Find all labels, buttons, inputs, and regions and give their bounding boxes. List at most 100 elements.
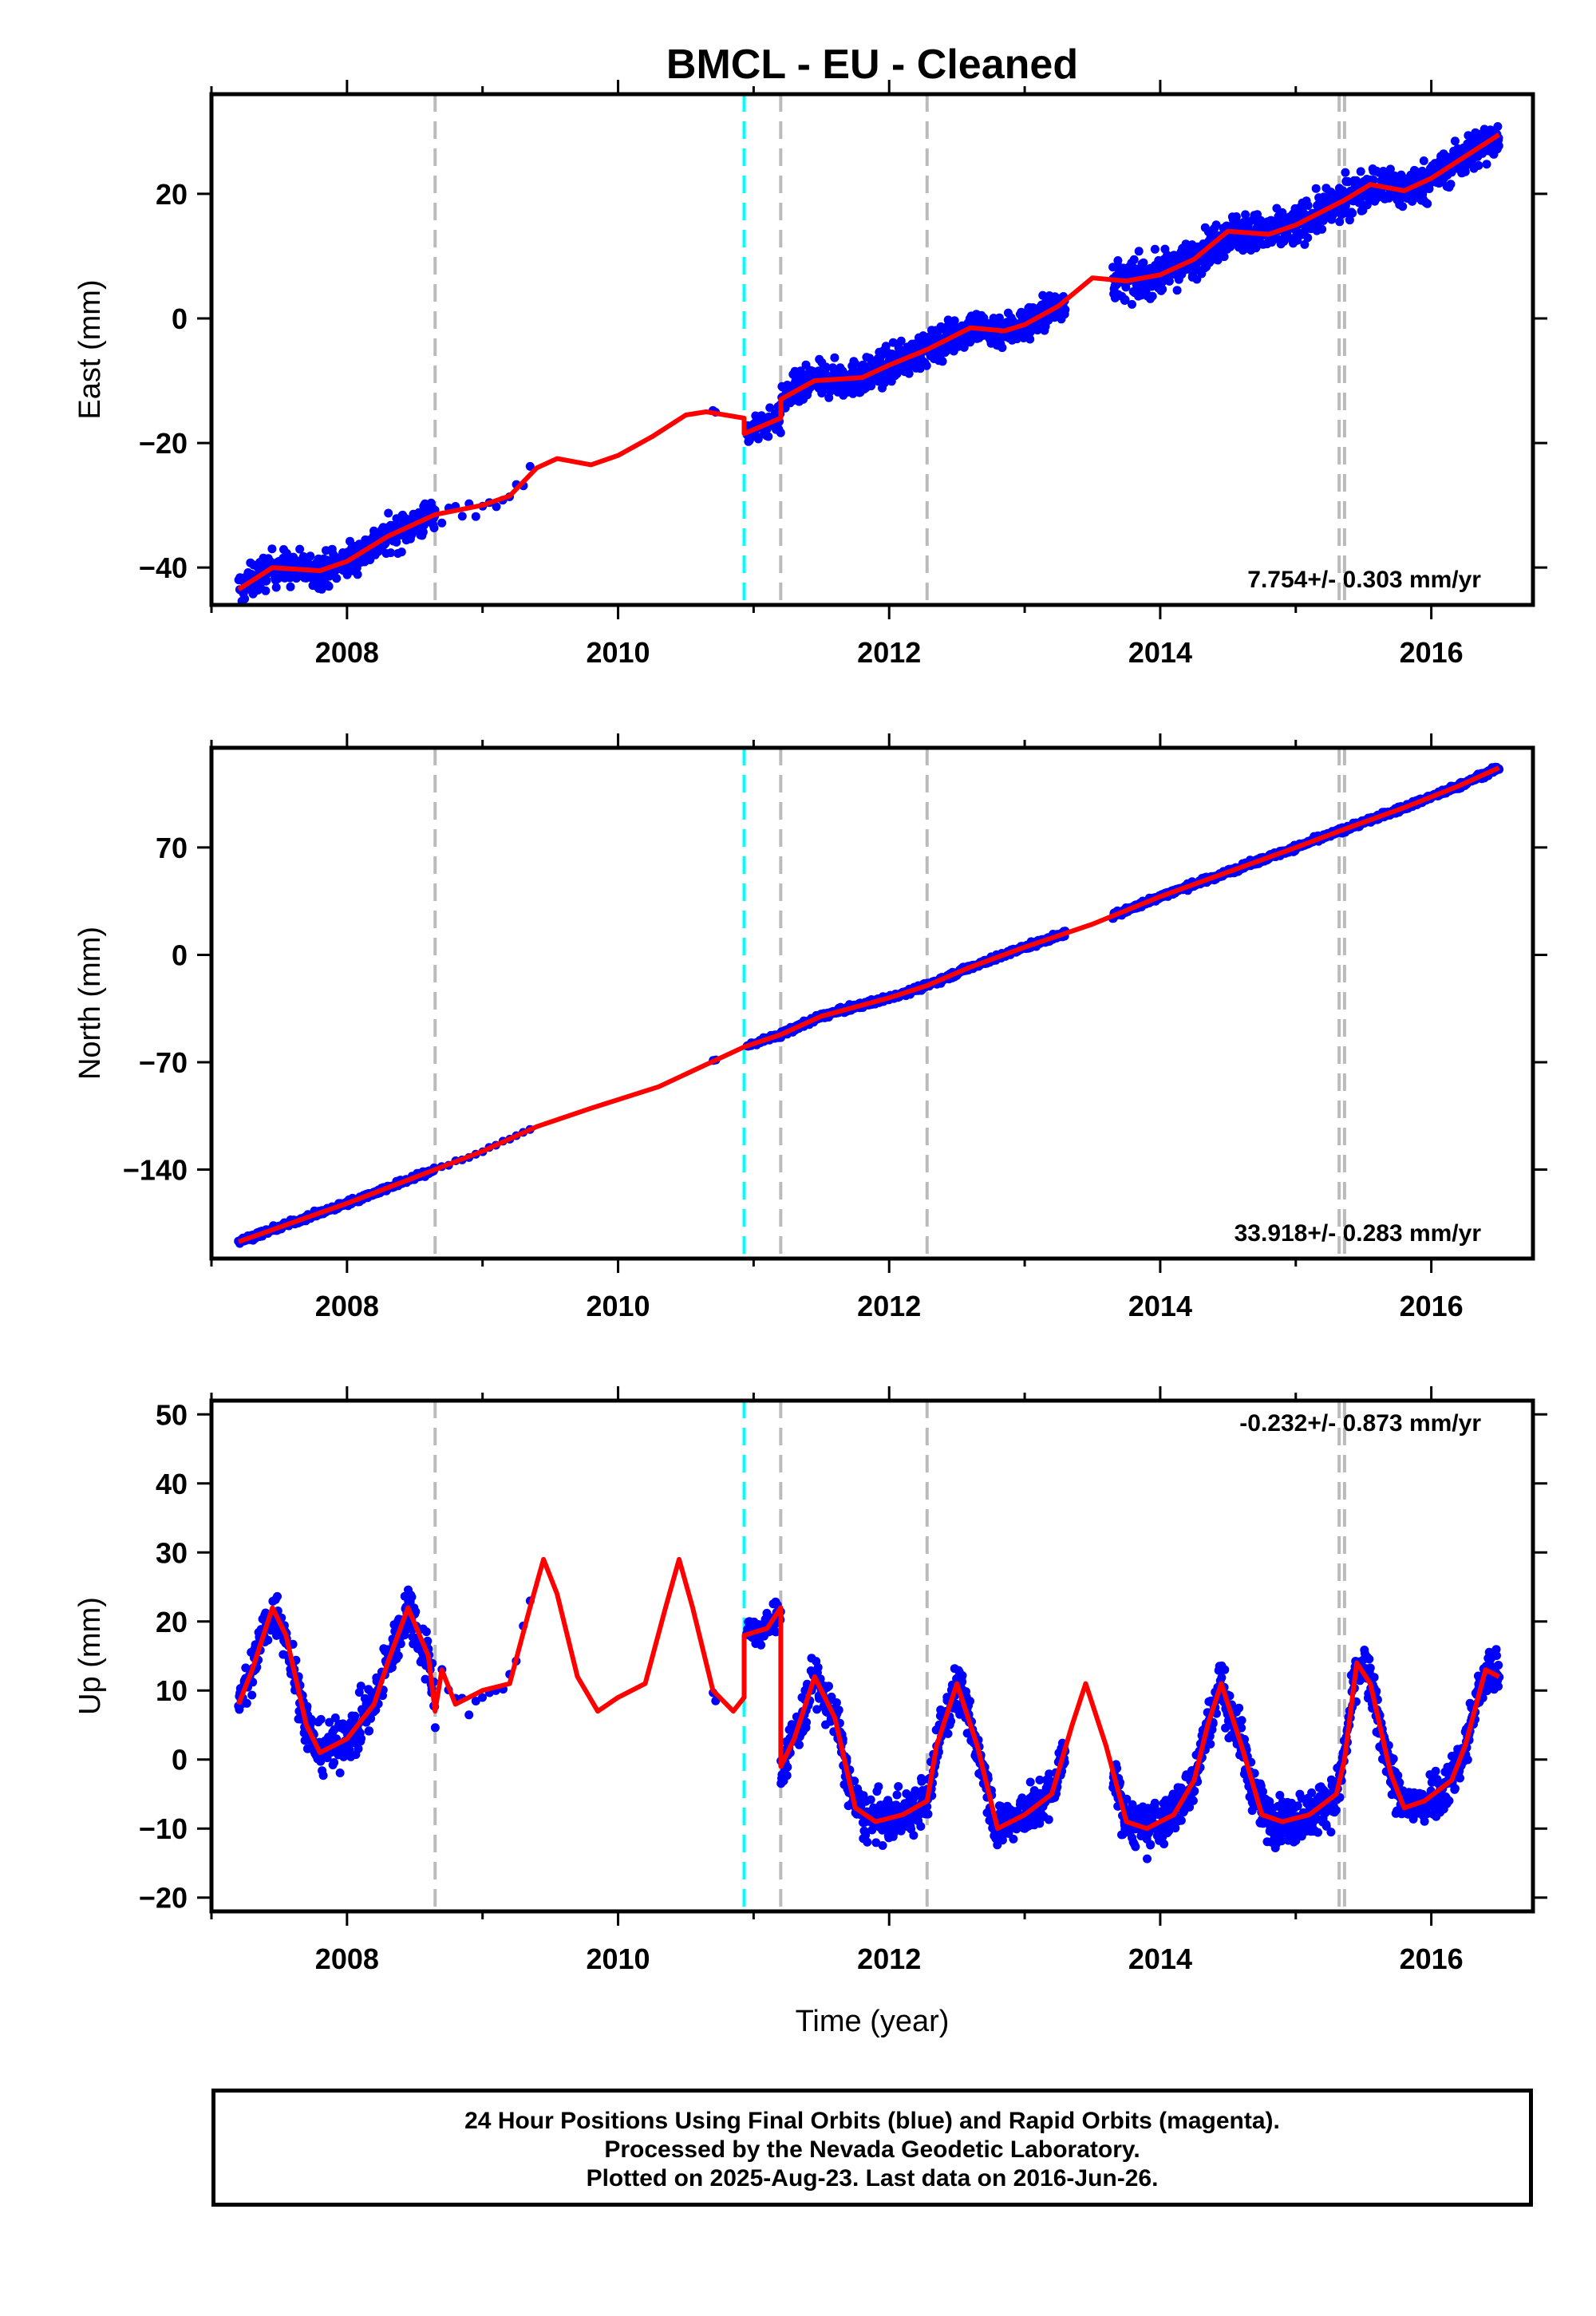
data-point (922, 361, 931, 370)
data-point (1134, 247, 1144, 256)
data-point (938, 357, 947, 366)
data-point (904, 369, 914, 378)
data-point (1061, 305, 1070, 314)
y-tick-label: 70 (156, 832, 188, 864)
data-point (998, 343, 1007, 353)
data-point (407, 1592, 417, 1602)
data-point (396, 1639, 405, 1649)
data-point (1450, 136, 1460, 146)
data-point (851, 359, 860, 369)
data-point (354, 1744, 363, 1753)
data-point (306, 1714, 316, 1724)
data-point (271, 583, 281, 592)
data-point (1408, 196, 1417, 206)
data-point (764, 432, 773, 441)
data-point (861, 1830, 871, 1840)
data-point (1341, 168, 1350, 177)
data-point (421, 1674, 430, 1684)
data-point (1494, 141, 1503, 151)
data-point (464, 1710, 474, 1720)
data-point (1369, 176, 1378, 184)
data-point (335, 1769, 345, 1777)
y-axis-label: East (mm) (73, 279, 107, 419)
model-fit-line (237, 765, 1500, 1244)
x-tick-label: 2016 (1400, 1290, 1464, 1322)
data-point (1241, 210, 1250, 219)
data-point (765, 403, 775, 413)
data-point (318, 1771, 328, 1780)
y-tick-label: −20 (139, 427, 188, 460)
x-tick-label: 2016 (1400, 636, 1464, 669)
data-point (1419, 156, 1428, 165)
data-point (946, 1717, 956, 1726)
y-tick-label: −140 (123, 1154, 188, 1187)
data-point (865, 354, 875, 363)
data-point (896, 336, 906, 346)
data-point (261, 586, 271, 595)
data-point (866, 1795, 875, 1804)
data-point (1148, 291, 1157, 301)
data-point (247, 1690, 257, 1700)
data-point (918, 1775, 927, 1784)
data-point (365, 1726, 374, 1736)
x-tick-label: 2012 (857, 636, 921, 669)
data-point (1120, 295, 1130, 304)
data-point (393, 1651, 403, 1661)
data-point (1311, 184, 1321, 193)
observations (234, 1585, 1504, 1863)
model-fit-line (237, 132, 1501, 592)
data-point (830, 353, 839, 362)
data-point (850, 1777, 859, 1786)
data-point (783, 1762, 792, 1772)
x-tick-label: 2008 (315, 636, 379, 669)
data-point (386, 548, 396, 558)
y-tick-label: 0 (172, 302, 188, 335)
plot-frame (209, 745, 1535, 1261)
data-point (1278, 207, 1287, 217)
data-point (242, 1698, 251, 1708)
data-point (894, 1782, 903, 1791)
data-point (366, 1713, 376, 1723)
data-point (429, 524, 439, 532)
x-tick-label: 2010 (586, 636, 650, 669)
data-point (795, 1740, 804, 1749)
velocity-rate-label: 33.918+/- 0.283 mm/yr (1235, 1220, 1482, 1247)
data-point (771, 1627, 780, 1637)
x-tick-label: 2010 (586, 1290, 650, 1322)
data-point (492, 502, 501, 512)
data-point (1172, 286, 1182, 295)
data-point (1348, 208, 1357, 218)
data-point (324, 582, 334, 591)
data-point (874, 1782, 883, 1792)
data-point (1424, 184, 1434, 193)
data-point (1356, 167, 1365, 176)
data-point (832, 1698, 841, 1707)
data-point (1211, 220, 1221, 230)
data-point (824, 1682, 833, 1691)
data-point (430, 1723, 440, 1733)
x-tick-label: 2012 (857, 1290, 921, 1322)
x-tick-label: 2014 (1128, 636, 1192, 669)
data-point (1345, 215, 1354, 225)
data-point (1129, 255, 1139, 264)
data-point (1385, 164, 1395, 174)
data-point (892, 1790, 902, 1800)
y-tick-label: 0 (172, 939, 188, 971)
data-point (776, 428, 785, 437)
data-point (325, 1717, 334, 1727)
plot-frame (209, 92, 1535, 607)
data-point (478, 1693, 487, 1702)
data-point (316, 1714, 326, 1724)
data-point (834, 1705, 843, 1715)
data-point (357, 1733, 366, 1743)
x-tick-label: 2008 (315, 1290, 379, 1322)
y-tick-label: 20 (156, 178, 188, 211)
data-point (418, 528, 428, 537)
data-point (1474, 160, 1483, 170)
data-point (1164, 276, 1174, 286)
data-point (1139, 258, 1148, 267)
data-point (273, 1591, 282, 1601)
